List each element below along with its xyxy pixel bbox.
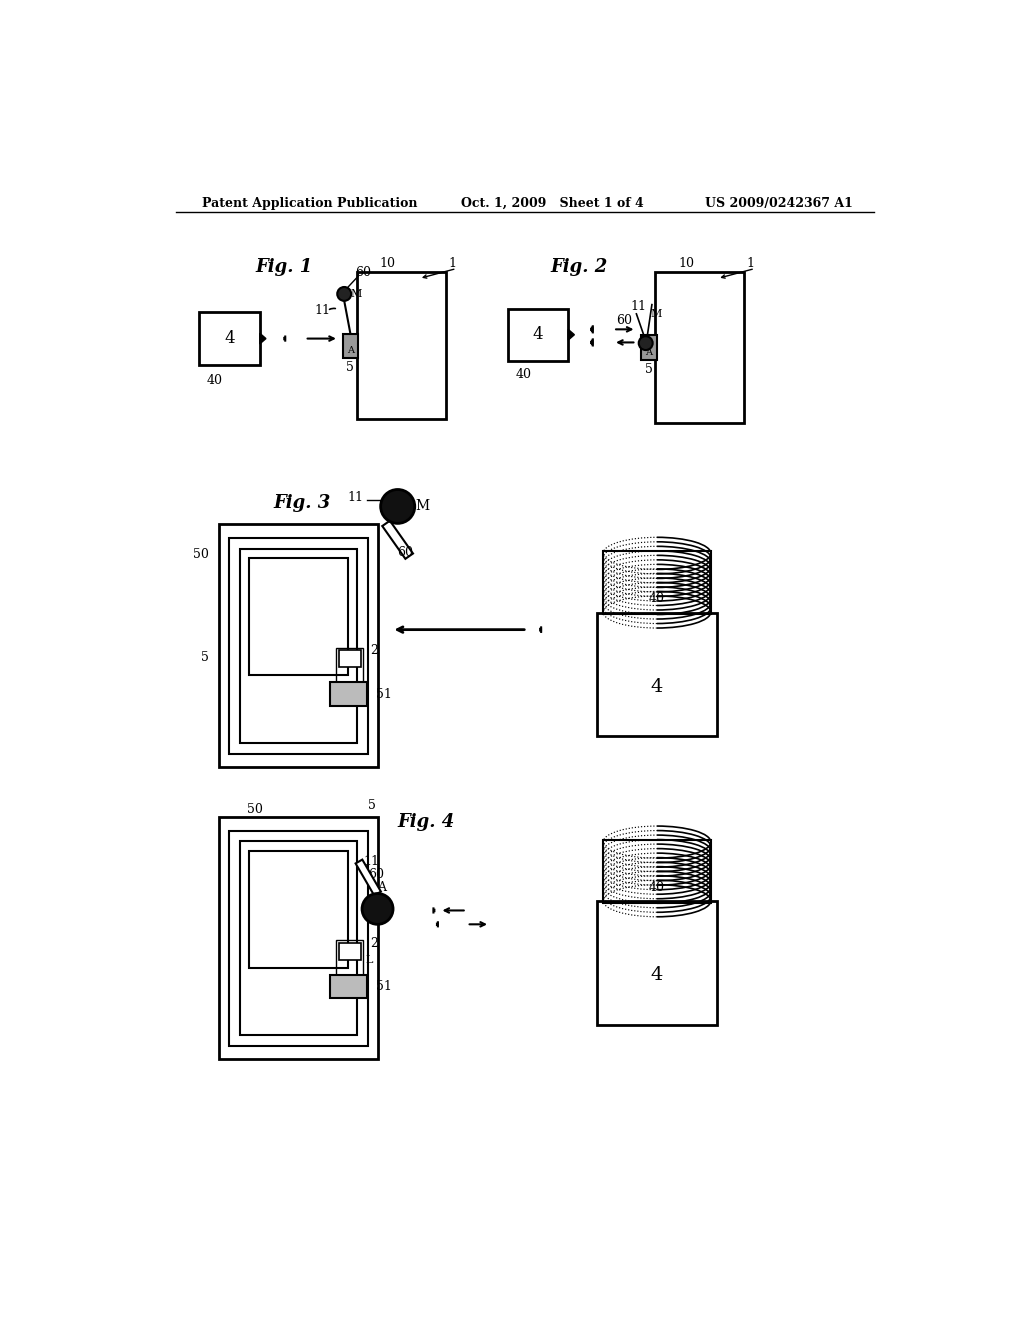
Bar (330, 682, 367, 706)
Text: 4: 4 (532, 326, 544, 343)
Bar (240, 549, 357, 743)
Text: 60: 60 (368, 867, 384, 880)
Text: 40: 40 (649, 593, 665, 606)
Bar (641, 335, 656, 360)
Text: 5: 5 (201, 651, 209, 664)
Text: 51: 51 (376, 981, 392, 993)
Text: 51: 51 (376, 688, 392, 701)
Text: 60: 60 (616, 314, 632, 326)
Bar (337, 648, 362, 686)
Text: 11: 11 (364, 854, 379, 867)
Polygon shape (355, 859, 381, 895)
Text: 10: 10 (380, 256, 396, 269)
Text: 5: 5 (369, 799, 376, 812)
Text: A: A (645, 348, 652, 356)
Text: Fig. 4: Fig. 4 (397, 813, 455, 830)
Text: 50: 50 (247, 803, 263, 816)
Text: 4: 4 (650, 966, 664, 985)
Text: 50: 50 (193, 548, 209, 561)
Text: Fig. 3: Fig. 3 (273, 494, 331, 512)
Circle shape (381, 490, 415, 524)
Bar (219, 524, 378, 767)
Bar (339, 942, 360, 960)
Text: 40: 40 (515, 368, 531, 381)
Bar (597, 902, 717, 1024)
Circle shape (337, 286, 351, 301)
Circle shape (362, 894, 393, 924)
Bar (249, 850, 348, 968)
Text: M: M (416, 499, 429, 513)
Bar (603, 840, 711, 903)
Text: A: A (347, 346, 354, 355)
Circle shape (639, 337, 652, 350)
Text: 11: 11 (630, 300, 646, 313)
Text: 11: 11 (347, 491, 364, 504)
Bar (249, 558, 348, 675)
Text: Oct. 1, 2009   Sheet 1 of 4: Oct. 1, 2009 Sheet 1 of 4 (461, 197, 644, 210)
Bar (356, 272, 445, 418)
Text: A: A (377, 880, 386, 894)
Bar (337, 940, 362, 979)
Polygon shape (260, 333, 266, 345)
Text: 2: 2 (370, 644, 378, 657)
Text: 5: 5 (346, 362, 354, 374)
Text: M: M (651, 309, 663, 319)
Text: 5: 5 (645, 363, 652, 376)
Text: US 2009/0242367 A1: US 2009/0242367 A1 (705, 197, 853, 210)
Text: Fig. 2: Fig. 2 (550, 259, 607, 276)
Text: 40: 40 (207, 374, 223, 387)
Text: 11: 11 (314, 305, 331, 317)
Text: 60: 60 (397, 546, 414, 560)
Text: 2: 2 (370, 937, 378, 950)
Bar (603, 552, 711, 614)
Text: 1: 1 (447, 256, 456, 269)
Text: L: L (366, 956, 373, 965)
Polygon shape (382, 520, 413, 558)
Bar (228, 539, 369, 754)
Bar (343, 334, 358, 359)
Bar (200, 313, 260, 364)
Text: 40: 40 (649, 880, 665, 894)
Text: M: M (351, 289, 362, 298)
Text: Patent Application Publication: Patent Application Publication (202, 197, 417, 210)
Text: 4: 4 (224, 330, 234, 347)
Text: 10: 10 (678, 256, 694, 269)
Polygon shape (568, 330, 574, 341)
Bar (219, 817, 378, 1059)
Text: 60: 60 (355, 265, 372, 279)
Bar (655, 272, 744, 422)
Bar (228, 830, 369, 1047)
Text: Fig. 1: Fig. 1 (256, 259, 313, 276)
Text: 1: 1 (746, 256, 755, 269)
Bar (339, 651, 360, 667)
Text: 4: 4 (650, 677, 664, 696)
Bar (597, 612, 717, 737)
Bar (508, 309, 568, 360)
Bar (240, 841, 357, 1035)
Bar (330, 975, 367, 998)
